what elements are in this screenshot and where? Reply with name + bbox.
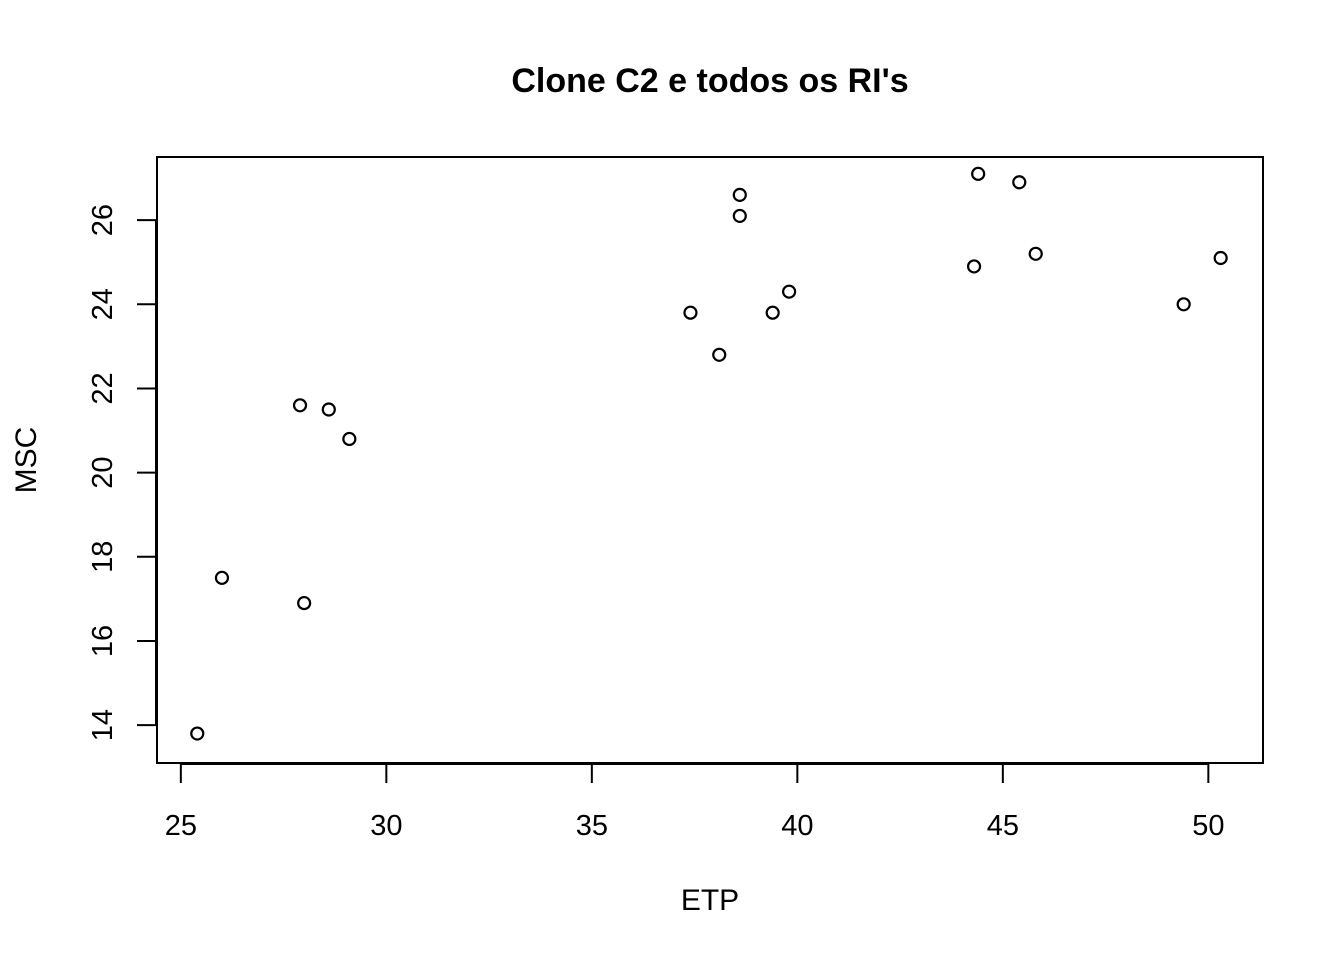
data-point [732,187,747,202]
chart-title: Clone C2 e todos os RI's [511,62,908,100]
y-axis-label: MSC [10,427,43,494]
data-point [765,305,780,320]
data-point [292,398,308,413]
data-point [683,305,698,320]
x-tick-label: 25 [165,810,197,842]
y-tick-label: 24 [87,288,119,320]
data-point [732,208,747,224]
y-tick-label: 22 [87,372,119,404]
data-point [297,595,312,611]
data-point [321,402,336,417]
data-point [971,166,986,181]
data-point [712,347,727,362]
data-points [190,166,1228,741]
x-tick-label: 35 [576,810,608,842]
data-point [342,431,357,447]
x-tick-label: 40 [781,810,813,842]
x-axis-label: ETP [681,884,739,917]
y-tick-label: 26 [87,204,119,236]
x-tick-label: 30 [370,810,402,842]
x-tick-label: 45 [987,810,1019,842]
x-tick-label: 50 [1192,810,1224,842]
data-point [214,570,230,585]
data-point [1176,297,1191,312]
y-tick-label: 16 [87,625,119,657]
data-point [1028,246,1043,261]
data-point [190,726,205,741]
y-axis: 14 16 18 20 22 24 26 [87,204,157,741]
y-tick-label: 14 [87,709,119,741]
data-point [966,259,982,274]
data-point [1213,250,1228,266]
x-axis: 25 30 35 40 45 50 [165,763,1224,842]
plot-frame [156,156,1264,764]
data-point [782,284,797,299]
data-point [1012,175,1027,190]
y-tick-label: 18 [87,541,119,573]
y-tick-label: 20 [87,456,119,488]
